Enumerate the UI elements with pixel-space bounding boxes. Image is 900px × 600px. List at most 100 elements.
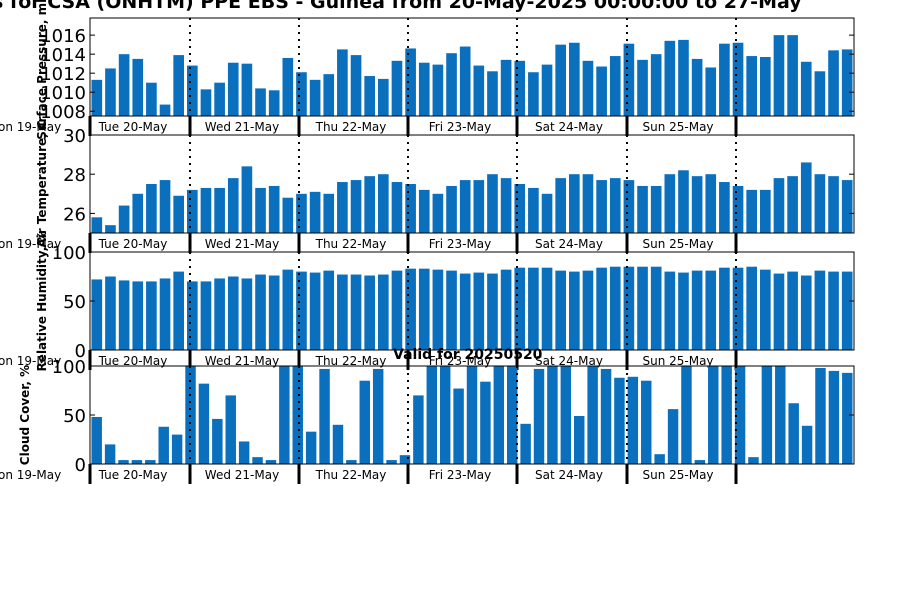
- bar: [158, 426, 169, 464]
- x-tick-label: on 19-May: [0, 354, 61, 368]
- bar: [732, 185, 744, 233]
- bar: [773, 273, 785, 350]
- bar: [91, 279, 103, 350]
- y-tick-label: 1014: [40, 45, 86, 66]
- x-tick-label: Thu 22-May: [315, 237, 387, 251]
- bar: [705, 174, 717, 233]
- plot-frame: [89, 134, 855, 234]
- bar: [775, 366, 786, 464]
- bar: [418, 62, 430, 116]
- bar: [296, 72, 307, 116]
- bar: [732, 42, 744, 116]
- bar: [800, 61, 812, 116]
- x-tick-label: Wed 21-May: [205, 120, 279, 134]
- bar: [528, 72, 539, 116]
- bar: [746, 266, 757, 350]
- bar: [547, 366, 558, 464]
- bar: [187, 189, 198, 233]
- bar: [296, 271, 307, 350]
- x-tick-label: Tue 20-May: [98, 468, 168, 482]
- bar: [200, 187, 212, 233]
- bar: [187, 281, 198, 350]
- bar: [627, 376, 639, 464]
- bar: [787, 271, 798, 350]
- bar: [255, 187, 266, 233]
- bar: [364, 76, 375, 116]
- bar: [493, 366, 505, 464]
- bar: [600, 368, 612, 464]
- bar: [227, 276, 239, 350]
- bar: [241, 166, 253, 233]
- bar: [654, 454, 665, 464]
- bar: [528, 187, 539, 233]
- bar: [596, 267, 607, 350]
- bar: [241, 63, 253, 116]
- bar: [413, 395, 424, 464]
- x-tick-label: Sat 24-May: [535, 354, 603, 368]
- bar: [582, 270, 594, 350]
- bar: [319, 368, 330, 464]
- bar: [596, 66, 607, 116]
- bar: [255, 274, 266, 350]
- bar: [159, 278, 171, 350]
- bar: [200, 281, 212, 350]
- bar: [705, 67, 717, 116]
- bar: [399, 455, 411, 464]
- y-axis-label: Air Temperature, C: [35, 120, 49, 248]
- bar: [309, 272, 321, 350]
- bar: [760, 269, 771, 350]
- bar: [132, 193, 144, 233]
- y-tick-label: 26: [63, 204, 86, 225]
- bar: [734, 366, 746, 464]
- bar: [337, 182, 348, 233]
- bar: [459, 273, 471, 350]
- bar: [748, 457, 759, 464]
- x-tick-label: Fri 23-May: [429, 120, 492, 134]
- bar: [159, 104, 171, 116]
- bar: [323, 74, 335, 116]
- bar: [787, 176, 798, 233]
- bar: [541, 267, 553, 350]
- bar: [746, 56, 757, 116]
- bar: [159, 180, 171, 233]
- bar: [587, 366, 598, 464]
- x-tick-label: Fri 23-May: [429, 354, 492, 368]
- x-tick-label: Thu 22-May: [315, 120, 387, 134]
- bar: [500, 269, 512, 350]
- bar: [732, 267, 744, 350]
- bar: [637, 59, 648, 116]
- x-tick-label: Tue 20-May: [98, 237, 168, 251]
- bar: [279, 366, 290, 464]
- bar: [346, 460, 357, 464]
- valid-date-label: Valid for 20250520: [393, 347, 543, 363]
- bar: [569, 174, 580, 233]
- bar: [118, 205, 130, 233]
- bar: [173, 195, 184, 233]
- bar: [105, 68, 116, 116]
- y-tick-label: 1012: [40, 64, 86, 85]
- bar: [691, 176, 703, 233]
- bar: [432, 269, 444, 350]
- bar: [118, 280, 130, 350]
- bar: [227, 62, 239, 116]
- bar: [132, 58, 144, 116]
- y-tick-label: 50: [63, 292, 86, 313]
- x-tick-label: Fri 23-May: [429, 468, 492, 482]
- bar: [623, 266, 635, 350]
- bar: [378, 174, 389, 233]
- bar: [391, 270, 403, 350]
- bar: [760, 57, 771, 116]
- bar: [828, 370, 840, 464]
- bar: [171, 434, 183, 464]
- bar: [541, 193, 553, 233]
- bar: [282, 197, 294, 233]
- bar: [842, 372, 853, 464]
- x-tick-label: on 19-May: [0, 468, 61, 482]
- bar: [541, 64, 553, 116]
- bar: [623, 43, 635, 116]
- x-tick-label: Tue 20-May: [98, 120, 168, 134]
